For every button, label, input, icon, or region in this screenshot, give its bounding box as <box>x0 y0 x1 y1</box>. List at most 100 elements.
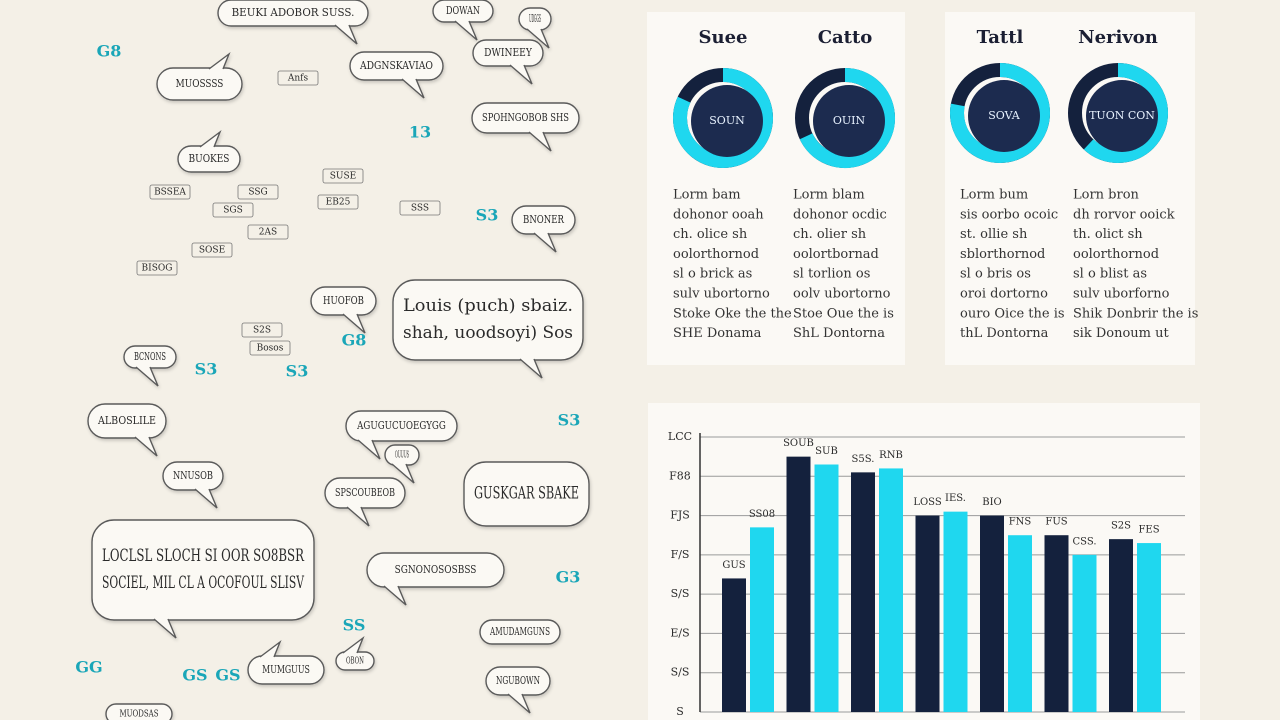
bubble-text: HUOFOB <box>323 294 364 307</box>
speech-bubble: ALBOSLILE <box>87 403 167 457</box>
bubble-tail <box>507 693 531 714</box>
bar-note: S2S <box>1111 521 1131 532</box>
card-text: sl o bris os <box>960 267 1031 282</box>
y-tick-label: S/S <box>671 666 690 679</box>
card-text: dohonor ocdic <box>793 207 887 222</box>
bubble-body <box>392 279 584 361</box>
bar-note: S5S. <box>852 454 875 465</box>
fragment-box <box>191 242 233 258</box>
bubble-text: MUMGUUS <box>262 663 310 676</box>
bubble-text: SPOHNGOBOB SHS <box>482 111 569 124</box>
bubble-text: UDGGS <box>529 12 541 25</box>
card-text: oolorthornod <box>673 247 759 262</box>
bubble-body <box>217 0 369 27</box>
bar-note: FES <box>1138 525 1159 536</box>
bar <box>750 527 774 712</box>
fragment-text: EB25 <box>326 198 351 208</box>
bar-note: IES. <box>945 493 966 504</box>
bar <box>943 511 968 712</box>
bar-note: SOUB <box>783 438 814 449</box>
donut-label: SOUN <box>709 114 745 127</box>
bar-note: FNS <box>1009 517 1032 528</box>
speech-bubble: AMUDAMGUNS <box>479 619 561 645</box>
card-text: dh rorvor ooick <box>1073 207 1175 222</box>
bubble-body <box>156 67 243 101</box>
speech-bubble: BCNONS <box>123 345 177 387</box>
card-text: sblorthornod <box>960 247 1045 262</box>
bar <box>980 515 1004 712</box>
speech-bubble: UDGGS <box>518 7 552 49</box>
donut-center <box>1086 80 1158 152</box>
bubble-body <box>471 102 580 134</box>
fragment-text: BSSEA <box>154 188 186 198</box>
fragment-text: SSG <box>248 188 267 198</box>
speech-bubble: DWINEEY <box>472 39 544 85</box>
card-text: oolorthornod <box>1073 247 1159 262</box>
speech-bubble: Louis (puch) sbaiz. shah, uoodsoyi) Sos <box>392 279 584 379</box>
fragment-box <box>322 168 364 184</box>
donut-arc <box>673 68 773 168</box>
bar-note: SS08 <box>749 509 775 520</box>
bubble-tail <box>342 635 365 654</box>
speech-bubble: SPSCOUBEOB <box>324 477 406 527</box>
bubble-text: NNUSOB <box>173 469 213 482</box>
bubble-body <box>463 461 590 527</box>
bubble-text: AMUDAMGUNS <box>489 625 550 638</box>
bar <box>1109 539 1133 712</box>
y-tick-label: S <box>676 705 684 718</box>
card-text: ch. olier sh <box>793 227 867 242</box>
bubble-text: BCNONS <box>134 350 166 363</box>
bubble-text: SGNONOSOSBSS <box>395 563 477 576</box>
bubble-tail <box>519 358 543 379</box>
speech-bubble: BUOKES <box>177 129 241 173</box>
bubble-tail <box>533 232 557 253</box>
card-text: Shik Donbrir the is <box>1073 306 1198 321</box>
fragment-box <box>136 260 178 276</box>
bubble-text: BNONER <box>523 213 564 226</box>
speech-bubble: NNUSOB <box>162 461 224 509</box>
card-text: Lorm bum <box>960 188 1028 203</box>
card-text: Lorn bron <box>1073 188 1140 203</box>
bubble-tail <box>528 131 552 152</box>
bar <box>1044 535 1069 712</box>
card-text: sulv ubortorno <box>673 287 770 302</box>
bubble-text: OUUUS <box>395 451 409 461</box>
donut-label: OUIN <box>833 114 866 127</box>
bubble-text: NGUBOWN <box>496 674 540 687</box>
bubble-text: ALBOSLILE <box>97 414 156 427</box>
fragment-box <box>237 184 279 200</box>
card-text: Lorm blam <box>793 188 865 203</box>
bar-note: BIO <box>982 497 1002 508</box>
card-text: ouro Oice the is <box>960 306 1065 321</box>
tag-number: S3 <box>195 360 218 379</box>
fragment-text: S2S <box>253 326 271 336</box>
speech-bubble: LOCLSL SLOCH SI OOR SO8BSR SOCIEL, MIL CL… <box>91 519 315 639</box>
card-title: Nerivon <box>1078 27 1158 48</box>
fragment-text: SOSE <box>199 246 225 256</box>
bar-note: LOSS <box>913 497 942 508</box>
card-text: Stoe Oue the is <box>793 306 894 321</box>
speech-bubble: BNONER <box>511 205 576 253</box>
fragment-text: 2AS <box>259 228 277 238</box>
bubble-tail <box>199 129 222 148</box>
bar-note: SUB <box>815 446 838 457</box>
bubble-text: LOCLSL SLOCH SI OOR SO8BSR <box>102 546 305 566</box>
tag-number: G8 <box>97 42 122 61</box>
bubble-body <box>87 403 167 439</box>
tag-number: S3 <box>558 411 581 430</box>
card-text: ShL Dontorna <box>793 326 885 341</box>
fragment-box <box>212 202 254 218</box>
y-tick-label: E/S <box>670 626 689 639</box>
card-title: Suee <box>699 27 748 48</box>
y-tick-label: LCC <box>668 430 692 443</box>
card <box>647 12 905 365</box>
bar-note: FUS <box>1045 517 1067 528</box>
bar-note: GUS <box>722 560 745 571</box>
card-text: oolv ubortorno <box>793 287 891 302</box>
bubble-tail <box>391 463 415 484</box>
bubble-tail <box>401 78 425 99</box>
fragment-box <box>317 194 359 210</box>
tag-number: 13 <box>409 123 431 142</box>
speech-bubble: ADGNSKAVIAO <box>349 51 444 99</box>
